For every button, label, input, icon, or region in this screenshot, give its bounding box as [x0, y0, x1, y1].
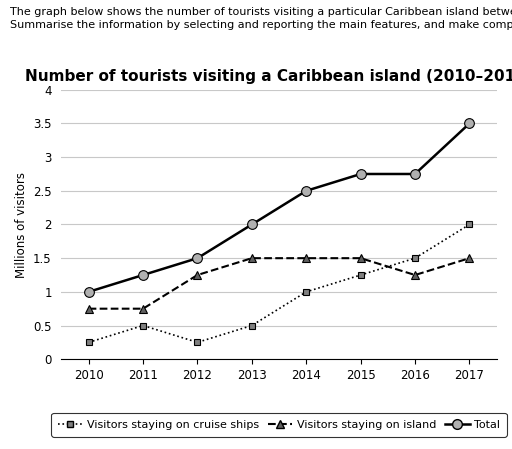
Text: The graph below shows the number of tourists visiting a particular Caribbean isl: The graph below shows the number of tour… — [10, 7, 512, 17]
Legend: Visitors staying on cruise ships, Visitors staying on island, Total: Visitors staying on cruise ships, Visito… — [51, 413, 507, 436]
Y-axis label: Millions of visitors: Millions of visitors — [14, 172, 28, 277]
Title: Number of tourists visiting a Caribbean island (2010–2017): Number of tourists visiting a Caribbean … — [25, 70, 512, 84]
Text: Summarise the information by selecting and reporting the main features, and make: Summarise the information by selecting a… — [10, 20, 512, 30]
